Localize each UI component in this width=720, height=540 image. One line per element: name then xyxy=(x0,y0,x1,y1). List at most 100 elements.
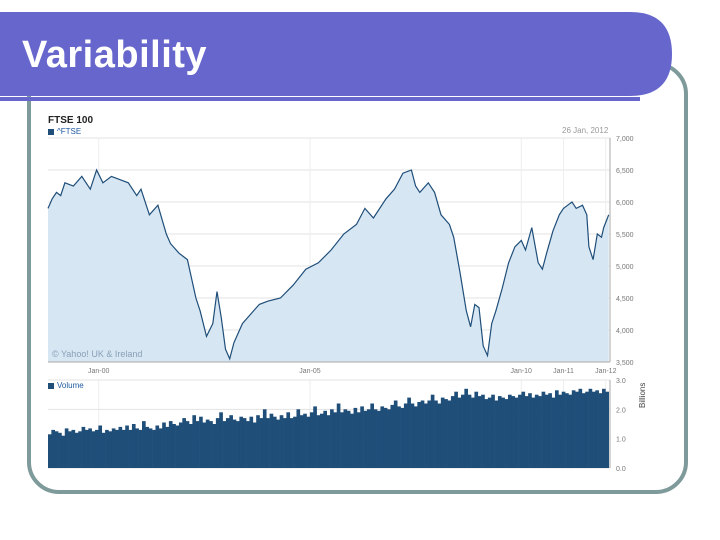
volume-bar xyxy=(259,418,264,468)
price-y-tick-label: 4,000 xyxy=(616,328,634,335)
volume-bar xyxy=(494,400,499,468)
volume-bar xyxy=(366,409,371,468)
slide-title: Variability xyxy=(22,34,208,76)
volume-bar xyxy=(403,403,408,468)
volume-bar xyxy=(108,431,113,468)
volume-bar xyxy=(521,391,526,468)
date-label: 26 Jan, 2012 xyxy=(562,126,609,135)
volume-bar xyxy=(501,397,505,468)
price-line xyxy=(47,168,610,361)
volume-bar xyxy=(380,406,385,468)
volume-bar xyxy=(538,396,542,468)
volume-bar xyxy=(101,432,106,468)
volume-bar xyxy=(544,394,549,468)
volume-bar xyxy=(168,421,173,468)
price-x-tick-label: Jan-05 xyxy=(299,368,321,375)
volume-bar xyxy=(121,429,126,468)
volume-bar xyxy=(602,388,606,468)
volume-bar xyxy=(387,409,391,468)
legend-ftse-label: ^FTSE xyxy=(57,127,82,136)
volume-bar xyxy=(420,400,425,468)
volume-chart: 3.0 2.0 1.0 0.0 xyxy=(48,378,626,473)
volume-bar xyxy=(61,435,66,468)
volume-bar xyxy=(205,419,210,468)
volume-bar xyxy=(162,422,166,468)
volume-bar xyxy=(454,391,458,468)
volume-bar xyxy=(91,431,96,468)
volume-bar xyxy=(353,407,358,468)
volume-bar xyxy=(232,419,237,468)
volume-bar xyxy=(471,397,475,468)
volume-bar xyxy=(588,388,593,468)
legend-swatch-icon xyxy=(48,382,54,389)
volume-bar xyxy=(531,397,536,468)
volume-bar xyxy=(266,418,270,468)
volume-bar xyxy=(192,415,197,468)
price-area xyxy=(48,170,609,362)
volume-bar xyxy=(605,391,610,468)
volume-bar xyxy=(484,399,489,468)
volume-bar xyxy=(528,393,532,468)
chart-title: FTSE 100 xyxy=(48,115,94,126)
volume-bar xyxy=(467,394,472,468)
volume-bar xyxy=(447,400,452,468)
price-chart: 7,000 6,500 6,000 5,500 5,000 4,500 4,000 3,500… xyxy=(47,136,634,375)
volume-bar xyxy=(286,412,291,468)
volume-bar xyxy=(373,409,378,468)
volume-bar xyxy=(591,391,596,468)
volume-bar xyxy=(555,390,559,468)
volume-bar xyxy=(460,394,465,468)
volume-bar xyxy=(578,388,583,468)
volume-bar xyxy=(279,415,284,468)
volume-bar xyxy=(165,426,170,468)
volume-bar xyxy=(111,428,116,468)
volume-bar xyxy=(400,407,405,468)
price-y-tick-label: 4,500 xyxy=(616,296,634,303)
price-y-tick-label: 5,500 xyxy=(616,232,634,239)
volume-bar xyxy=(148,428,153,468)
volume-bar xyxy=(333,412,338,468)
volume-bar xyxy=(155,425,160,468)
volume-bar xyxy=(212,424,217,468)
volume-bar xyxy=(464,388,469,468)
volume-bar xyxy=(74,432,79,468)
volume-bar xyxy=(125,425,129,468)
legend-volume-label: Volume xyxy=(57,381,84,390)
volume-bar xyxy=(477,396,482,468)
volume-bar xyxy=(504,399,509,468)
volume-bar xyxy=(444,399,448,468)
volume-bar xyxy=(64,428,69,468)
volume-bar xyxy=(561,391,566,468)
title-banner xyxy=(0,12,672,96)
volume-bar xyxy=(54,431,59,468)
volume-bar xyxy=(84,429,89,468)
volume-bar xyxy=(48,434,52,468)
volume-bar xyxy=(491,394,495,468)
volume-y-tick-label: 2.0 xyxy=(616,407,626,414)
volume-axis-label: Billions xyxy=(638,382,647,408)
volume-bar xyxy=(172,424,176,468)
volume-bar xyxy=(303,413,307,468)
volume-bar xyxy=(229,415,233,468)
volume-bar xyxy=(383,407,388,468)
volume-bar xyxy=(68,431,72,468)
price-x-tick-label: Jan-11 xyxy=(553,368,574,375)
volume-bar xyxy=(541,391,546,468)
volume-bar xyxy=(336,403,341,468)
volume-bar xyxy=(145,426,150,468)
volume-bar xyxy=(437,403,442,468)
volume-bar xyxy=(215,418,220,468)
volume-bar xyxy=(252,422,257,468)
volume-bar xyxy=(95,429,99,468)
volume-bar xyxy=(199,416,203,468)
volume-bar xyxy=(548,393,552,468)
volume-bar xyxy=(138,429,143,468)
volume-bar xyxy=(309,412,314,468)
volume-bar xyxy=(256,415,260,468)
volume-bar xyxy=(115,429,119,468)
volume-bar xyxy=(571,390,576,468)
volume-bar xyxy=(534,394,539,468)
volume-bar xyxy=(175,425,180,468)
